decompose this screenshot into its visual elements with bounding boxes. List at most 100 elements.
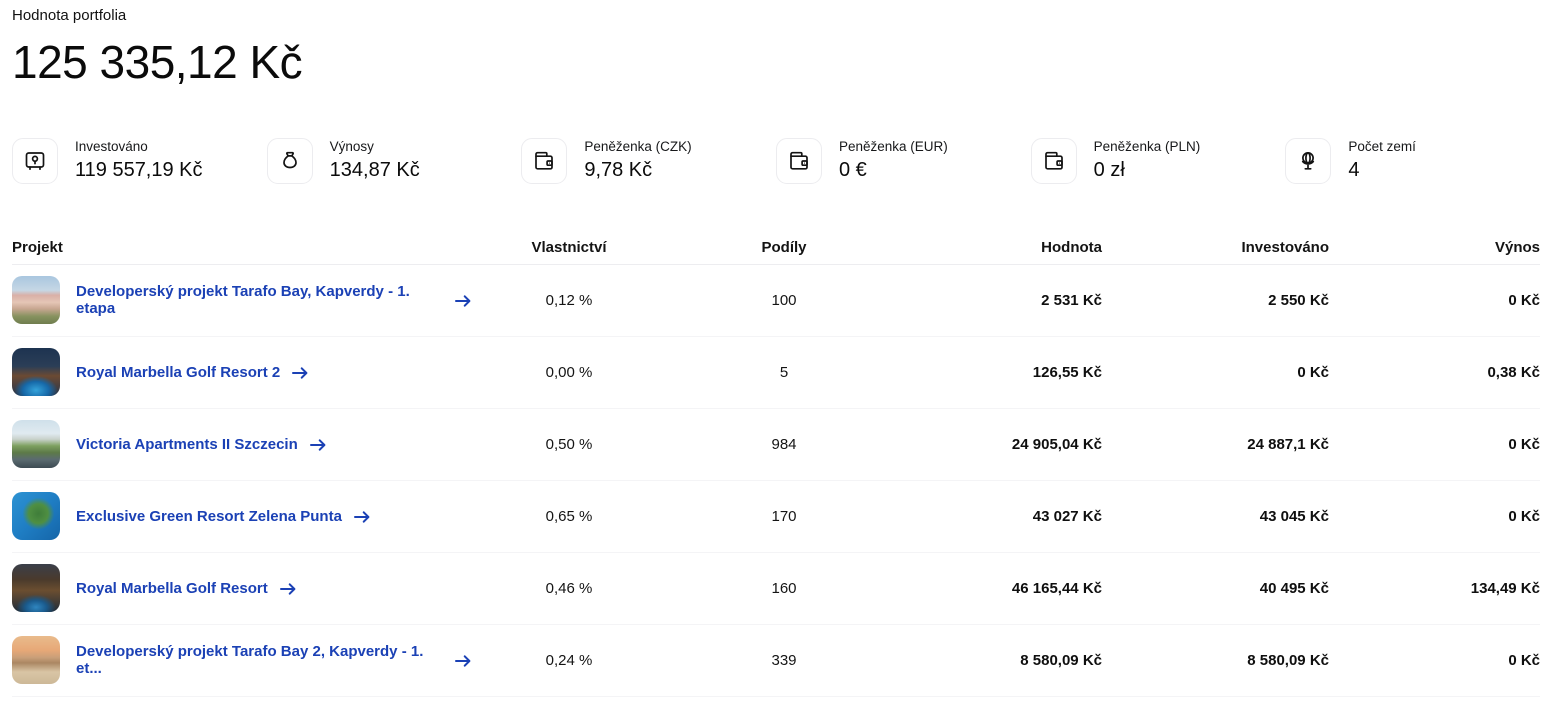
wallet-icon — [1044, 151, 1063, 170]
value-cell: 24 905,04 Kč — [1011, 435, 1102, 453]
portfolio-total-value: 125 335,12 Kč — [12, 36, 303, 88]
safe-icon — [25, 151, 45, 170]
stat-card: Počet zemí 4 — [1285, 137, 1540, 184]
project-link[interactable]: Developerský projekt Tarafo Bay 2, Kapve… — [76, 643, 472, 677]
stat-icon-box — [12, 137, 58, 184]
table-row: Victoria Apartments II Szczecin 0,50 % 9… — [12, 409, 1540, 481]
invested-cell: 40 495 Kč — [1259, 579, 1329, 597]
table-row: Developerský projekt Tarafo Bay 2, Kapve… — [12, 625, 1540, 697]
arrow-right-icon — [455, 294, 471, 307]
stat-card: Výnosy 134,87 Kč — [266, 137, 522, 184]
arrow-right-icon — [353, 510, 370, 523]
value-cell: 8 580,09 Kč — [1020, 651, 1102, 669]
stat-card: Peněženka (PLN) 0 zł — [1030, 137, 1286, 184]
shares-cell: 160 — [771, 579, 797, 597]
stats-row: Investováno 119 557,19 Kč Výnosy 1 — [12, 137, 1540, 184]
project-link[interactable]: Exclusive Green Resort Zelena Punta — [76, 508, 371, 525]
column-header-podily: Podíly — [761, 239, 807, 257]
profit-cell: 0,38 Kč — [1487, 363, 1540, 381]
shares-cell: 5 — [779, 363, 789, 381]
stat-card: Peněženka (EUR) 0 € — [776, 137, 1031, 184]
project-link[interactable]: Royal Marbella Golf Resort 2 — [76, 364, 309, 381]
value-cell: 2 531 Kč — [1041, 291, 1102, 309]
page-title: Hodnota portfolia — [12, 7, 127, 24]
stat-label: Počet zemí — [1348, 139, 1416, 155]
stat-value: 134,87 Kč — [329, 159, 420, 182]
column-header-hodnota: Hodnota — [1041, 239, 1102, 257]
ownership-cell: 0,24 % — [545, 651, 593, 669]
shares-cell: 984 — [771, 435, 797, 453]
stat-text: Výnosy 134,87 Kč — [330, 139, 420, 182]
project-thumbnail — [12, 348, 60, 397]
arrow-right-icon — [455, 654, 471, 667]
project-thumbnail — [12, 564, 60, 613]
stat-text: Investováno 119 557,19 Kč — [75, 139, 203, 182]
project-cell: Victoria Apartments II Szczecin — [12, 420, 472, 469]
table-header: Projekt Vlastnictví Podíly Hodnota Inves… — [12, 232, 1540, 265]
ownership-cell: 0,46 % — [545, 579, 593, 597]
stat-icon-box — [1030, 137, 1077, 184]
stat-value: 9,78 Kč — [584, 159, 653, 182]
wallet-icon — [790, 151, 808, 170]
invested-cell: 8 580,09 Kč — [1247, 651, 1329, 669]
stat-value: 119 557,19 Kč — [75, 159, 203, 182]
stat-card: Peněženka (CZK) 9,78 Kč — [521, 137, 776, 184]
project-link[interactable]: Developerský projekt Tarafo Bay, Kapverd… — [76, 283, 472, 317]
stat-label: Peněženka (PLN) — [1093, 139, 1201, 155]
stat-value: 4 — [1348, 159, 1360, 182]
stat-text: Peněženka (CZK) 9,78 Kč — [584, 139, 691, 182]
project-thumbnail — [12, 276, 60, 325]
project-link-label: Developerský projekt Tarafo Bay 2, Kapve… — [76, 643, 424, 678]
project-cell: Developerský projekt Tarafo Bay, Kapverd… — [12, 276, 472, 325]
arrow-right-icon — [309, 438, 326, 451]
stat-value: 0 zł — [1093, 159, 1125, 182]
invested-cell: 2 550 Kč — [1268, 291, 1329, 309]
project-thumbnail — [12, 420, 60, 469]
table-row: Exclusive Green Resort Zelena Punta 0,65… — [12, 481, 1540, 553]
profit-cell: 0 Kč — [1508, 291, 1540, 309]
profit-cell: 0 Kč — [1508, 435, 1540, 453]
stat-label: Peněženka (EUR) — [839, 139, 948, 155]
project-link-label: Developerský projekt Tarafo Bay, Kapverd… — [76, 283, 410, 318]
ownership-cell: 0,50 % — [545, 435, 593, 453]
profit-cell: 0 Kč — [1508, 651, 1540, 669]
shares-cell: 339 — [771, 651, 797, 669]
project-thumbnail — [12, 636, 60, 685]
money-bag-icon — [282, 151, 297, 168]
shares-cell: 170 — [771, 507, 797, 525]
value-cell: 46 165,44 Kč — [1011, 579, 1102, 597]
table-row: Royal Marbella Golf Resort 2 0,00 % 5 12… — [12, 337, 1540, 409]
column-header-vynos: Výnos — [1494, 239, 1540, 257]
ownership-cell: 0,00 % — [545, 363, 593, 381]
stat-label: Investováno — [75, 139, 148, 155]
column-header-projekt: Projekt — [12, 239, 63, 257]
globe-icon — [1302, 151, 1315, 170]
stat-icon-box — [521, 137, 568, 184]
ownership-cell: 0,12 % — [545, 291, 593, 309]
profit-cell: 0 Kč — [1508, 507, 1540, 525]
project-thumbnail — [12, 492, 60, 541]
stat-text: Peněženka (EUR) 0 € — [839, 139, 948, 182]
stat-icon-box — [266, 137, 313, 184]
column-header-investovano: Investováno — [1241, 239, 1329, 257]
stat-label: Výnosy — [329, 139, 374, 155]
project-link-label: Victoria Apartments II Szczecin — [76, 435, 298, 453]
stat-value: 0 € — [839, 159, 867, 182]
project-cell: Exclusive Green Resort Zelena Punta — [12, 492, 472, 541]
stat-label: Peněženka (CZK) — [584, 139, 692, 155]
project-link-label: Royal Marbella Golf Resort — [76, 579, 268, 597]
project-link[interactable]: Royal Marbella Golf Resort — [76, 580, 297, 597]
stat-text: Peněženka (PLN) 0 zł — [1094, 139, 1201, 182]
arrow-right-icon — [279, 582, 296, 595]
invested-cell: 0 Kč — [1297, 363, 1329, 381]
invested-cell: 24 887,1 Kč — [1247, 435, 1329, 453]
project-cell: Royal Marbella Golf Resort 2 — [12, 348, 472, 397]
arrow-right-icon — [292, 366, 308, 379]
stat-icon-box — [1285, 137, 1332, 184]
project-link[interactable]: Victoria Apartments II Szczecin — [76, 436, 327, 453]
table-row: Royal Marbella Golf Resort 0,46 % 160 46… — [12, 553, 1540, 625]
table-row: Developerský projekt Tarafo Bay, Kapverd… — [12, 265, 1540, 337]
shares-cell: 100 — [771, 291, 797, 309]
wallet-icon — [535, 151, 554, 170]
